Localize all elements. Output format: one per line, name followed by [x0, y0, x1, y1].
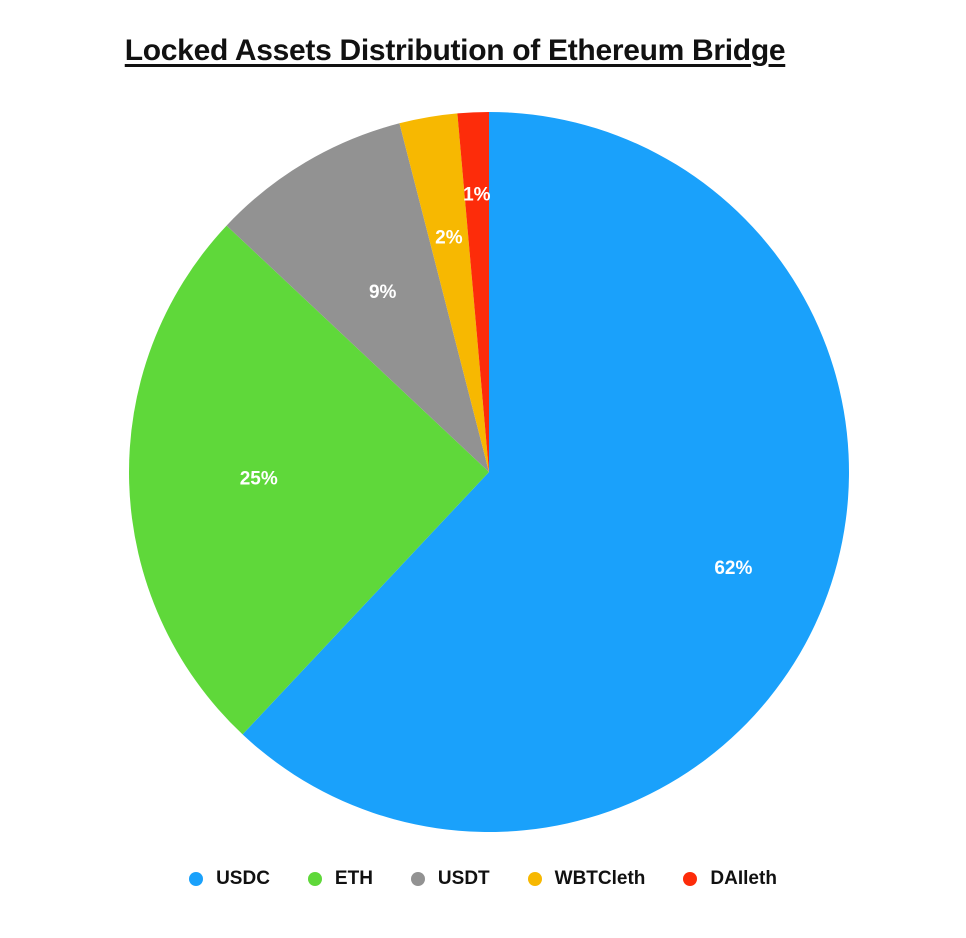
pie-slice-eth: [129, 225, 489, 735]
legend: USDC ETH USDT WBTCleth DAIleth: [0, 868, 966, 890]
slice-label-usdt: 9%: [369, 282, 397, 303]
legend-swatch: [410, 872, 425, 886]
legend-item-daileth: DAIleth: [683, 868, 777, 890]
chart-title: Locked Assets Distribution of Ethereum B…: [124, 34, 786, 67]
legend-item-usdc: USDC: [189, 868, 270, 890]
legend-label: DAIleth: [710, 868, 777, 889]
legend-swatch: [307, 872, 322, 886]
pie-slice-wbtcleth: [399, 113, 489, 472]
slice-label-usdc: 62%: [714, 558, 752, 579]
legend-item-usdt: USDT: [410, 868, 490, 890]
legend-swatch: [527, 872, 542, 886]
legend-label: USDC: [216, 868, 270, 889]
legend-label: ETH: [334, 868, 373, 889]
legend-label: WBTCleth: [554, 868, 646, 889]
legend-item-wbtcleth: WBTCleth: [527, 868, 646, 890]
legend-item-eth: ETH: [307, 868, 373, 890]
legend-swatch: [683, 872, 698, 886]
pie-slice-usdt: [226, 123, 489, 472]
pie-slice-usdc: [242, 112, 849, 832]
slice-label-wbtcleth: 2%: [435, 227, 463, 248]
legend-label: USDT: [437, 868, 490, 889]
slice-label-daileth: 1%: [463, 185, 491, 206]
pie-slice-daileth: [457, 112, 489, 472]
slice-label-eth: 25%: [240, 469, 278, 490]
legend-swatch: [189, 872, 204, 886]
